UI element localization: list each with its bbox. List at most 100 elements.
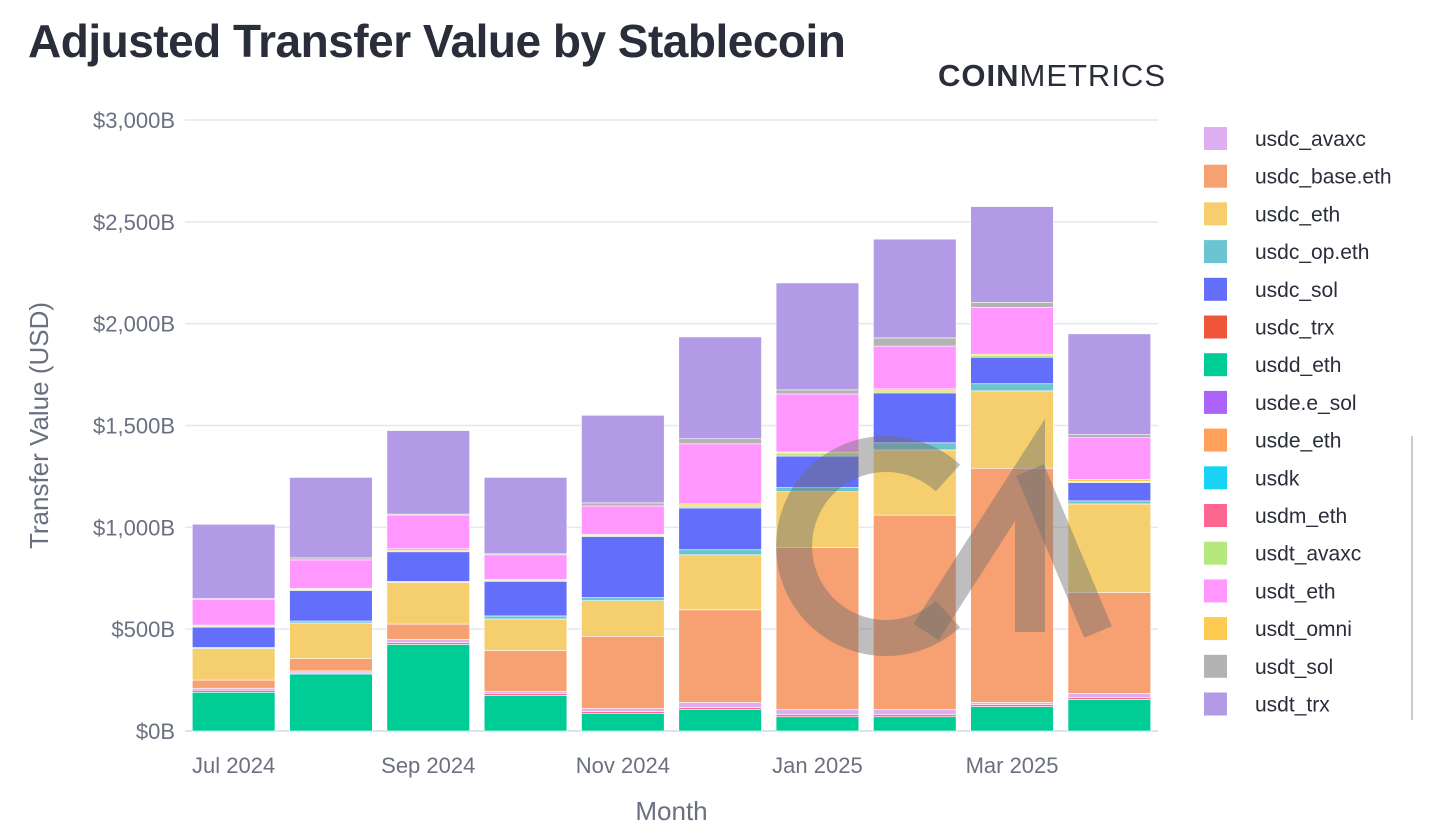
legend-label-usdt_trx[interactable]: usdt_trx [1255, 694, 1330, 717]
legend-swatch-usdt_sol[interactable] [1204, 654, 1227, 678]
bar-segment-usdt_eth[interactable] [289, 559, 373, 589]
legend-label-usdc_base.eth[interactable]: usdc_base.eth [1255, 166, 1392, 189]
bar-segment-usdd_eth[interactable] [775, 716, 860, 732]
bar-segment-usdc_eth[interactable] [1067, 503, 1152, 593]
bar-segment-usdc_sol[interactable] [581, 536, 665, 598]
legend-swatch-usdm_eth[interactable] [1204, 504, 1227, 527]
legend-swatch-usdk[interactable] [1204, 466, 1227, 490]
bar-segment-usdc_op.eth[interactable] [1067, 500, 1152, 505]
bar-segment-usdc_sol[interactable] [191, 626, 276, 648]
bar-segment-usdc_sol[interactable] [678, 507, 762, 551]
legend-label-usdc_sol[interactable]: usdc_sol [1255, 279, 1338, 302]
legend-swatch-usde.e_sol[interactable] [1204, 390, 1227, 414]
bar-segment-usdt_trx[interactable] [970, 206, 1054, 303]
bar-segment-usdc_op.eth[interactable] [289, 620, 373, 624]
legend-swatch-usde_eth[interactable] [1204, 428, 1227, 452]
legend-swatch-usdc_base.eth[interactable] [1204, 164, 1227, 188]
bar-segment-usdt_sol[interactable] [678, 438, 762, 445]
bar-segment-usdt_sol[interactable] [873, 337, 957, 347]
bar-segment-usdm_eth[interactable] [775, 714, 860, 718]
legend-swatch-usdt_trx[interactable] [1204, 692, 1227, 716]
bar-segment-usdt_avaxc[interactable] [970, 354, 1054, 358]
bar-segment-usdm_eth[interactable] [873, 714, 957, 718]
bar-segment-usdc_sol[interactable] [873, 392, 957, 444]
bar-segment-usdc_sol[interactable] [483, 581, 568, 617]
bar-segment-usdt_eth[interactable] [386, 514, 470, 550]
bar-segment-usdc_base.eth[interactable] [289, 658, 373, 672]
bar-segment-usdc_eth[interactable] [678, 554, 762, 611]
bar-segment-usdc_sol[interactable] [1067, 482, 1152, 502]
bar-segment-usdc_base.eth[interactable] [581, 635, 665, 709]
bar-segment-usdd_eth[interactable] [581, 713, 665, 732]
bar-segment-usdt_avaxc[interactable] [678, 505, 762, 509]
bar-segment-usdc_eth[interactable] [289, 622, 373, 659]
bar-segment-usdm_eth[interactable] [483, 693, 568, 696]
legend-swatch-usdc_sol[interactable] [1204, 277, 1227, 301]
bar-segment-usdt_eth[interactable] [1067, 437, 1152, 480]
bar-segment-usdt_omni[interactable] [678, 503, 762, 507]
bar-segment-usdt_sol[interactable] [775, 389, 860, 395]
bar-segment-usdm_eth[interactable] [386, 642, 470, 645]
bar-segment-usdc_sol[interactable] [386, 551, 470, 582]
bar-segment-usdm_eth[interactable] [678, 707, 762, 710]
bar-segment-usdc_eth[interactable] [386, 582, 470, 625]
bar-segment-usdc_avaxc[interactable] [386, 639, 470, 643]
bar-segment-usdc_avaxc[interactable] [873, 709, 957, 716]
legend-label-usdm_eth[interactable]: usdm_eth [1255, 505, 1347, 528]
legend-label-usdk[interactable]: usdk [1255, 467, 1300, 490]
bar-segment-usdt_eth[interactable] [678, 443, 762, 505]
bar-segment-usdc_avaxc[interactable] [483, 690, 568, 694]
bar-segment-usdt_omni[interactable] [386, 548, 470, 552]
bar-segment-usdt_trx[interactable] [483, 477, 568, 555]
bar-segment-usdt_sol[interactable] [289, 557, 373, 561]
bar-segment-usdt_eth[interactable] [483, 554, 568, 580]
bar-segment-usdd_eth[interactable] [483, 695, 568, 732]
bar-segment-usdc_avaxc[interactable] [289, 670, 373, 674]
legend-label-usdt_omni[interactable]: usdt_omni [1255, 618, 1352, 641]
bar-segment-usdc_avaxc[interactable] [775, 709, 860, 716]
legend-swatch-usdc_eth[interactable] [1204, 202, 1227, 226]
bar-segment-usdt_sol[interactable] [581, 502, 665, 507]
bar-segment-usdt_sol[interactable] [970, 301, 1054, 308]
bar-segment-usdt_eth[interactable] [581, 505, 665, 535]
bar-segment-usdc_op.eth[interactable] [483, 615, 568, 620]
bar-segment-usdt_omni[interactable] [1067, 479, 1152, 482]
legend-swatch-usdc_avaxc[interactable] [1204, 127, 1227, 150]
bar-segment-usdc_sol[interactable] [775, 455, 860, 488]
bar-segment-usdm_eth[interactable] [1067, 697, 1152, 700]
bar-segment-usdc_avaxc[interactable] [581, 708, 665, 712]
bar-segment-usdc_eth[interactable] [581, 600, 665, 637]
bar-segment-usdd_eth[interactable] [1067, 699, 1152, 732]
bar-segment-usdd_eth[interactable] [970, 706, 1054, 732]
bar-segment-usdt_eth[interactable] [775, 393, 860, 453]
bar-segment-usdm_eth[interactable] [581, 711, 665, 714]
bar-segment-usdc_base.eth[interactable] [386, 623, 470, 640]
bar-segment-usdc_eth[interactable] [191, 648, 276, 681]
bar-segment-usdm_eth[interactable] [970, 704, 1054, 707]
legend-label-usdc_op.eth[interactable]: usdc_op.eth [1255, 241, 1369, 264]
bar-segment-usdt_trx[interactable] [1067, 333, 1152, 435]
legend-swatch-usdc_trx[interactable] [1204, 315, 1227, 339]
legend-label-usdt_avaxc[interactable]: usdt_avaxc [1255, 543, 1361, 566]
bar-segment-usdd_eth[interactable] [873, 716, 957, 732]
bar-segment-usdt_omni[interactable] [873, 388, 957, 392]
bar-segment-usdt_trx[interactable] [873, 238, 957, 339]
legend-swatch-usdt_avaxc[interactable] [1204, 541, 1227, 565]
bar-segment-usdc_avaxc[interactable] [191, 687, 276, 691]
bar-segment-usdt_sol[interactable] [1067, 434, 1152, 439]
bar-segment-usdc_base.eth[interactable] [873, 514, 957, 710]
bar-segment-usdt_trx[interactable] [678, 336, 762, 440]
bar-segment-usdt_trx[interactable] [386, 430, 470, 515]
bar-segment-usdc_base.eth[interactable] [483, 650, 568, 692]
bar-segment-usdt_trx[interactable] [289, 477, 373, 559]
bar-segment-usdc_eth[interactable] [970, 390, 1054, 469]
legend-swatch-usdt_omni[interactable] [1204, 617, 1227, 641]
bar-segment-usdd_eth[interactable] [289, 673, 373, 732]
legend-swatch-usdt_eth[interactable] [1204, 579, 1227, 603]
bar-segment-usdc_sol[interactable] [970, 356, 1054, 385]
bar-segment-usdc_base.eth[interactable] [970, 467, 1054, 703]
bar-segment-usdt_eth[interactable] [191, 599, 276, 626]
bar-segment-usdc_eth[interactable] [483, 618, 568, 651]
bar-segment-usdc_avaxc[interactable] [1067, 693, 1152, 698]
bar-segment-usdt_trx[interactable] [581, 415, 665, 504]
